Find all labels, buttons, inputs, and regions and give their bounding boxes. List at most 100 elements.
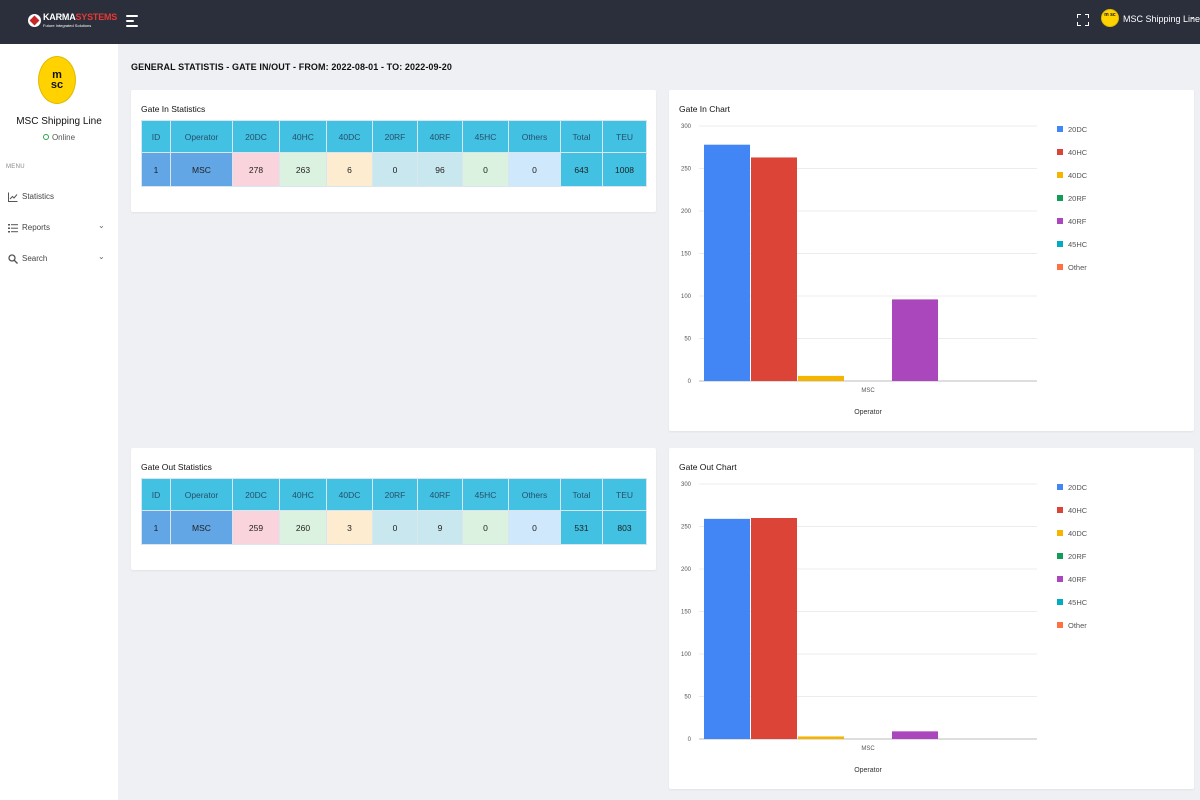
y-tick-label: 300 bbox=[681, 124, 692, 130]
page-title: GENERAL STATISTIS - GATE IN/OUT - FROM: … bbox=[131, 62, 452, 72]
y-tick-label: 50 bbox=[684, 695, 691, 701]
legend-swatch bbox=[1057, 149, 1063, 155]
chevron-down-icon: ⌄ bbox=[98, 221, 105, 230]
cell-40hc: 263 bbox=[279, 152, 327, 187]
gate-in-statistics-card: Gate In Statistics ID Operator 20DC 40HC… bbox=[131, 90, 656, 212]
legend-swatch bbox=[1057, 241, 1063, 247]
bar-40dc bbox=[798, 736, 844, 739]
column-header[interactable]: 40HC bbox=[279, 478, 327, 511]
brand-tagline: Future Integrated Solutions bbox=[43, 23, 92, 28]
y-tick-label: 0 bbox=[688, 737, 692, 743]
user-avatar: m sc bbox=[1101, 9, 1119, 27]
y-tick-label: 300 bbox=[681, 482, 692, 488]
column-header[interactable]: Others bbox=[508, 478, 561, 511]
y-tick-label: 150 bbox=[681, 252, 692, 258]
legend-item: Other bbox=[1068, 263, 1087, 272]
column-header[interactable]: 20DC bbox=[232, 478, 280, 511]
y-tick-label: 250 bbox=[681, 167, 692, 173]
column-header[interactable]: 40DC bbox=[326, 478, 373, 511]
y-tick-label: 250 bbox=[681, 525, 692, 531]
cell-20rf: 0 bbox=[372, 510, 418, 545]
legend-item: 40RF bbox=[1068, 217, 1087, 226]
sidebar-item-label: Search bbox=[22, 254, 48, 263]
column-header[interactable]: 45HC bbox=[462, 120, 509, 153]
y-tick-label: 200 bbox=[681, 567, 692, 573]
cell-20rf: 0 bbox=[372, 152, 418, 187]
legend-item: 40RF bbox=[1068, 575, 1087, 584]
column-header[interactable]: ID bbox=[141, 120, 171, 153]
sidebar-item-search[interactable]: Search ⌄ bbox=[0, 248, 118, 272]
y-tick-label: 150 bbox=[681, 610, 692, 616]
column-header[interactable]: 20DC bbox=[232, 120, 280, 153]
legend-swatch bbox=[1057, 599, 1063, 605]
column-header[interactable]: 40DC bbox=[326, 120, 373, 153]
column-header[interactable]: 20RF bbox=[372, 120, 418, 153]
column-header[interactable]: 45HC bbox=[462, 478, 509, 511]
legend-swatch bbox=[1057, 576, 1063, 582]
account-logo: m sc bbox=[38, 56, 76, 104]
table-header-row: ID Operator 20DC 40HC 40DC 20RF 40RF 45H… bbox=[141, 120, 647, 153]
bar-40rf bbox=[892, 731, 938, 739]
legend-swatch bbox=[1057, 195, 1063, 201]
sidebar-item-reports[interactable]: Reports ⌄ bbox=[0, 217, 118, 241]
column-header[interactable]: Operator bbox=[170, 478, 233, 511]
bar-40hc bbox=[751, 518, 797, 739]
x-tick-label: MSC bbox=[861, 388, 875, 394]
column-header[interactable]: TEU bbox=[602, 120, 647, 153]
cell-operator: MSC bbox=[170, 510, 233, 545]
y-tick-label: 200 bbox=[681, 209, 692, 215]
account-name: MSC Shipping Line bbox=[16, 116, 102, 127]
bar-40rf bbox=[892, 299, 938, 381]
column-header[interactable]: Operator bbox=[170, 120, 233, 153]
sidebar: m sc MSC Shipping Line Online MENU Stati… bbox=[0, 44, 118, 800]
line-chart-icon bbox=[8, 192, 18, 202]
column-header[interactable]: Total bbox=[560, 478, 603, 511]
cell-40rf: 96 bbox=[417, 152, 463, 187]
fullscreen-icon[interactable] bbox=[1077, 14, 1089, 26]
table-header-row: ID Operator 20DC 40HC 40DC 20RF 40RF 45H… bbox=[141, 478, 647, 511]
column-header[interactable]: 40HC bbox=[279, 120, 327, 153]
bar-40hc bbox=[751, 157, 797, 381]
bar-20dc bbox=[704, 518, 750, 739]
column-header[interactable]: Others bbox=[508, 120, 561, 153]
bar-20dc bbox=[704, 144, 750, 381]
gate-in-table: ID Operator 20DC 40HC 40DC 20RF 40RF 45H… bbox=[141, 120, 647, 187]
chevron-down-icon: ⌄ bbox=[98, 252, 105, 261]
legend-item: 20RF bbox=[1068, 552, 1087, 561]
legend-swatch bbox=[1057, 622, 1063, 628]
x-axis-label: Operator bbox=[854, 767, 882, 774]
cell-45hc: 0 bbox=[462, 152, 509, 187]
bar-40dc bbox=[798, 375, 844, 381]
top-navbar: KARMASYSTEMS Future Integrated Solutions… bbox=[0, 0, 1200, 44]
column-header[interactable]: 40RF bbox=[417, 478, 463, 511]
legend-swatch bbox=[1057, 484, 1063, 490]
gate-in-chart-card: Gate In Chart 0 50 100 150 200 250 300 MSC Opera… bbox=[669, 90, 1194, 431]
brand-logo[interactable]: KARMASYSTEMS Future Integrated Solutions bbox=[28, 12, 117, 30]
legend-item: 45HC bbox=[1068, 598, 1088, 607]
cell-id: 1 bbox=[141, 152, 171, 187]
column-header[interactable]: ID bbox=[141, 478, 171, 511]
column-header[interactable]: 40RF bbox=[417, 120, 463, 153]
sidebar-item-statistics[interactable]: Statistics bbox=[0, 186, 118, 210]
list-icon bbox=[8, 223, 18, 233]
cell-total: 643 bbox=[560, 152, 603, 187]
gate-out-chart-card: Gate Out Chart 0 50 100 150 200 250 300 MSC Oper… bbox=[669, 448, 1194, 789]
column-header[interactable]: 20RF bbox=[372, 478, 418, 511]
legend-item: 20RF bbox=[1068, 194, 1087, 203]
chart-title: Gate Out Chart bbox=[679, 462, 737, 472]
legend-swatch bbox=[1057, 172, 1063, 178]
cell-40dc: 3 bbox=[326, 510, 373, 545]
menu-toggle-icon[interactable] bbox=[126, 15, 138, 27]
cell-20dc: 278 bbox=[232, 152, 280, 187]
column-header[interactable]: Total bbox=[560, 120, 603, 153]
sidebar-item-label: Statistics bbox=[22, 192, 55, 201]
cell-others: 0 bbox=[508, 510, 561, 545]
column-header[interactable]: TEU bbox=[602, 478, 647, 511]
cell-id: 1 bbox=[141, 510, 171, 545]
gate-out-table: ID Operator 20DC 40HC 40DC 20RF 40RF 45H… bbox=[141, 478, 647, 545]
menu-header: MENU bbox=[6, 164, 25, 170]
cell-others: 0 bbox=[508, 152, 561, 187]
user-name: MSC Shipping Line bbox=[1123, 14, 1200, 24]
gate-out-bar-chart: 0 50 100 150 200 250 300 MSC Operator 20DC 40HC 40D… bbox=[681, 482, 1088, 774]
cell-teu: 803 bbox=[602, 510, 647, 545]
